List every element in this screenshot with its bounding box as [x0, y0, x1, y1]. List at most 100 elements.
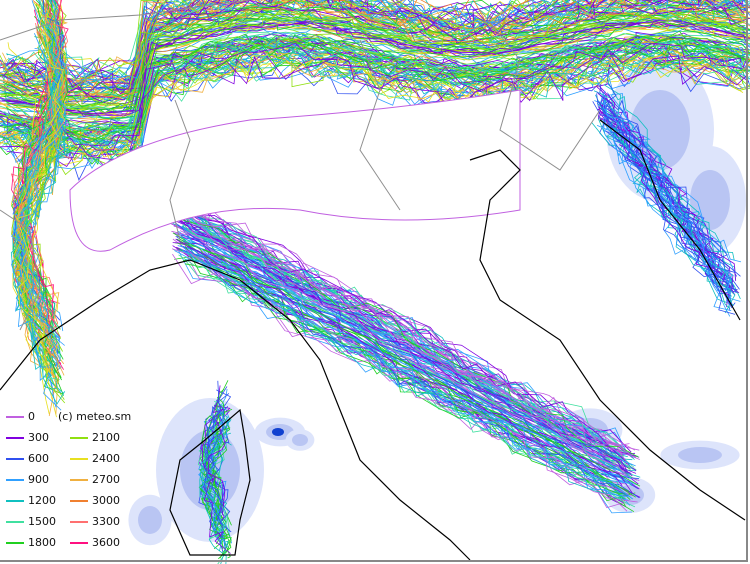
contour-line: [0, 0, 750, 81]
legend-label: 2700: [92, 473, 120, 486]
legend-label: 900: [28, 473, 49, 486]
legend-label: 1800: [28, 536, 56, 549]
credit-text: (c) meteo.sm: [58, 410, 132, 423]
legend-swatch: [6, 479, 24, 481]
legend-swatch: [70, 542, 88, 544]
contour-line: [171, 199, 640, 458]
legend-label: 600: [28, 452, 49, 465]
contour-line: [181, 246, 630, 495]
contour-line: [176, 238, 637, 498]
legend-item: 1200: [6, 494, 56, 508]
contour-line: [8, 21, 742, 115]
contour-line: [205, 417, 231, 545]
contour-line: [13, 37, 66, 387]
contour-line: [13, 0, 63, 341]
legend-item: 900: [6, 473, 49, 487]
contour-line: [12, 46, 63, 418]
legend-swatch: [70, 521, 88, 523]
contour-line: [0, 19, 750, 115]
contour-line: [7, 0, 743, 87]
contour-line: [596, 79, 742, 263]
contour-line: [16, 0, 69, 345]
contour-line: [11, 48, 62, 411]
contour-line: [172, 232, 641, 487]
legend-item: 0: [6, 410, 35, 424]
legend-item: 3600: [70, 536, 120, 550]
legend-item: 300: [6, 431, 49, 445]
legend-item: 1800: [6, 536, 56, 550]
contour-line: [175, 217, 639, 458]
precip-core: [272, 428, 284, 436]
contour-line: [181, 227, 640, 480]
contour-line: [602, 96, 733, 288]
contour-line: [200, 409, 229, 531]
border-line: [479, 9, 601, 171]
legend-label: 3300: [92, 515, 120, 528]
contour-line: [178, 200, 636, 457]
contour-line: [2, 0, 744, 95]
contour-line: [14, 0, 67, 369]
legend-label: 1200: [28, 494, 56, 507]
legend-swatch: [6, 437, 24, 439]
contour-line: [175, 225, 627, 477]
contour-line: [174, 242, 626, 501]
legend-swatch: [6, 500, 24, 502]
contour-line: [0, 0, 659, 83]
contour-line: [3, 20, 746, 117]
contour-line: [201, 385, 226, 513]
legend-swatch: [6, 542, 24, 544]
contour-line: [176, 231, 624, 483]
contour-line: [171, 219, 628, 469]
contour-line: [6, 0, 749, 90]
contour-line: [0, 0, 616, 90]
border-line: [0, 0, 251, 41]
legend-swatch: [6, 458, 24, 460]
border-line: [169, 99, 191, 241]
contour-line: [198, 432, 230, 557]
legend-label: 2100: [92, 431, 120, 444]
contour-line: [0, 50, 742, 166]
contour-line: [184, 259, 627, 499]
contour-line: [4, 38, 745, 147]
contour-line: [6, 0, 736, 91]
contour-line: [4, 22, 743, 120]
contour-line: [198, 404, 231, 529]
legend-label: 1500: [28, 515, 56, 528]
coastline: [469, 149, 746, 521]
contour-line: [182, 208, 624, 458]
contour-line: [15, 0, 64, 352]
legend-label: 300: [28, 431, 49, 444]
contour-line: [596, 125, 731, 317]
contour-line: [606, 72, 735, 261]
legend-item: 2100: [70, 431, 120, 445]
precip-area: [630, 90, 690, 170]
contour-line: [179, 207, 630, 447]
legend-label: 2400: [92, 452, 120, 465]
legend-item: 3300: [70, 515, 120, 529]
coastline: [0, 259, 471, 561]
contour-line: [17, 48, 66, 405]
contour-line: [3, 0, 750, 105]
contour-line: [178, 254, 628, 497]
contour-line: [203, 399, 225, 538]
legend-item: 2700: [70, 473, 120, 487]
legend-item: 1500: [6, 515, 56, 529]
legend-label: 3600: [92, 536, 120, 549]
contour-line: [183, 217, 625, 462]
contour-line: [13, 14, 68, 379]
contour-line: [0, 0, 748, 101]
coastline: [169, 408, 251, 556]
contour-line: [7, 42, 742, 146]
contour-line: [13, 0, 64, 322]
border-line: [0, 209, 41, 331]
contour-line: [0, 0, 750, 94]
contour-line: [0, 0, 750, 96]
contour-line: [7, 36, 748, 151]
contour-line: [0, 16, 750, 114]
precip-area: [678, 447, 722, 463]
contour-line: [178, 230, 629, 478]
legend-swatch: [70, 437, 88, 439]
legend-label: 0: [28, 410, 35, 423]
